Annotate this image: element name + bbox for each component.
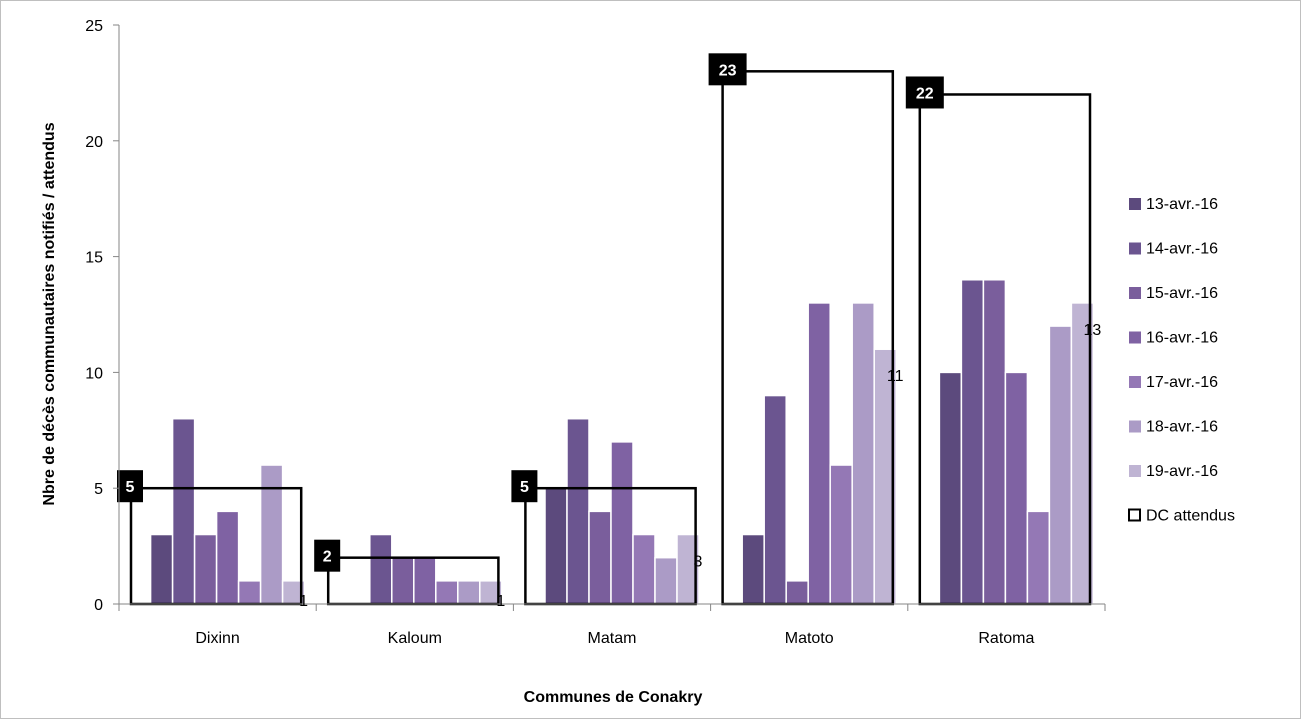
legend-swatch: [1129, 287, 1141, 299]
bar: [829, 464, 853, 605]
expected-label: 23: [719, 62, 737, 79]
bar: [215, 510, 240, 605]
legend-swatch: [1129, 331, 1141, 344]
legend-swatch: [1129, 465, 1141, 477]
x-tick-label: Matam: [588, 630, 637, 647]
data-label: 11: [887, 368, 904, 385]
legend-label: 17-avr.-16: [1146, 374, 1218, 391]
expected-label: 22: [916, 85, 934, 102]
expected-label: 5: [126, 479, 135, 496]
bar: [763, 394, 787, 605]
bar: [807, 302, 831, 605]
legend-swatch-expected: [1128, 508, 1141, 522]
bar: [982, 279, 1007, 605]
legend-label: 19-avr.-16: [1146, 463, 1218, 480]
legend-swatch: [1129, 198, 1141, 210]
expected-label-box: [905, 76, 944, 109]
y-tick-label: 20: [85, 134, 103, 151]
legend-swatch: [1129, 420, 1141, 433]
y-tick-label: 0: [94, 597, 103, 614]
legend-label: 13-avr.-16: [1146, 196, 1218, 213]
bar: [413, 556, 437, 605]
legend-label: 18-avr.-16: [1146, 419, 1218, 436]
data-label: 13: [1084, 322, 1102, 339]
bar: [149, 533, 174, 605]
expected-label-box: [117, 470, 143, 503]
expected-label: 5: [520, 479, 529, 496]
data-label: 3: [694, 554, 703, 571]
expected-label: 2: [323, 549, 332, 566]
bar: [259, 464, 284, 605]
legend-label: 15-avr.-16: [1146, 285, 1218, 302]
x-axis-title: Communes de Conakry: [524, 689, 703, 706]
legend-swatch: [1129, 242, 1141, 255]
y-axis-title: Nbre de décès communautaires notifiés / …: [41, 122, 58, 505]
bar: [566, 417, 590, 605]
legend-label: 14-avr.-16: [1146, 241, 1218, 258]
legend-swatch: [1129, 376, 1141, 388]
x-tick-label: Dixinn: [195, 630, 239, 647]
x-tick-label: Matoto: [785, 630, 834, 647]
x-tick-label: Ratoma: [978, 630, 1034, 647]
bar: [1004, 371, 1029, 605]
bar: [1048, 325, 1073, 605]
bar: [741, 533, 765, 605]
y-tick-label: 25: [85, 18, 103, 35]
data-label: 1: [496, 593, 505, 610]
bar: [960, 279, 985, 605]
bar: [1026, 510, 1051, 605]
data-label: 1: [299, 593, 308, 610]
expected-label-box: [511, 470, 538, 503]
bar: [654, 556, 678, 605]
bar: [632, 533, 656, 605]
bar: [851, 302, 875, 605]
bar: [785, 580, 809, 605]
bar: [610, 441, 634, 605]
bar: [171, 417, 196, 605]
expected-label-box: [708, 53, 747, 86]
bar: [588, 510, 612, 605]
y-tick-label: 15: [85, 250, 103, 267]
bar: [457, 580, 481, 605]
bar: [369, 533, 393, 605]
bar: [193, 533, 218, 605]
bar: [391, 556, 415, 605]
legend-label-expected: DC attendus: [1146, 508, 1235, 525]
y-tick-label: 5: [94, 481, 103, 498]
bar: [544, 487, 568, 605]
bar: [237, 580, 262, 605]
bar: [938, 371, 963, 605]
expected-label-box: [314, 539, 341, 572]
legend: 13-avr.-16 14-avr.-16 15-avr.-16 16-avr.-16…: [1128, 196, 1235, 525]
y-tick-label: 10: [85, 365, 103, 382]
bars-layer: [149, 279, 1095, 605]
legend-label: 16-avr.-16: [1146, 330, 1218, 347]
x-tick-label: Kaloum: [388, 630, 442, 647]
bar: [435, 580, 459, 605]
